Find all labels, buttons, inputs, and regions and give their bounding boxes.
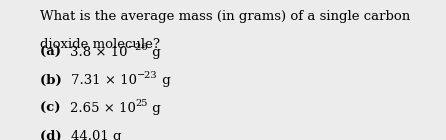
Text: g: g [148, 102, 161, 115]
Text: 2.65 × 10: 2.65 × 10 [70, 102, 136, 115]
Text: −23: −23 [137, 71, 158, 80]
Text: (d): (d) [40, 130, 71, 140]
Text: g: g [158, 74, 170, 87]
Text: (a): (a) [40, 46, 70, 59]
Text: (c): (c) [40, 102, 70, 115]
Text: 3.8 × 10: 3.8 × 10 [70, 46, 128, 59]
Text: −26: −26 [128, 43, 149, 52]
Text: g: g [149, 46, 161, 59]
Text: 25: 25 [136, 99, 148, 108]
Text: 7.31 × 10: 7.31 × 10 [71, 74, 137, 87]
Text: (b): (b) [40, 74, 71, 87]
Text: dioxide molecule?: dioxide molecule? [40, 38, 160, 51]
Text: 44.01 g: 44.01 g [71, 130, 121, 140]
Text: What is the average mass (in grams) of a single carbon: What is the average mass (in grams) of a… [40, 10, 410, 23]
